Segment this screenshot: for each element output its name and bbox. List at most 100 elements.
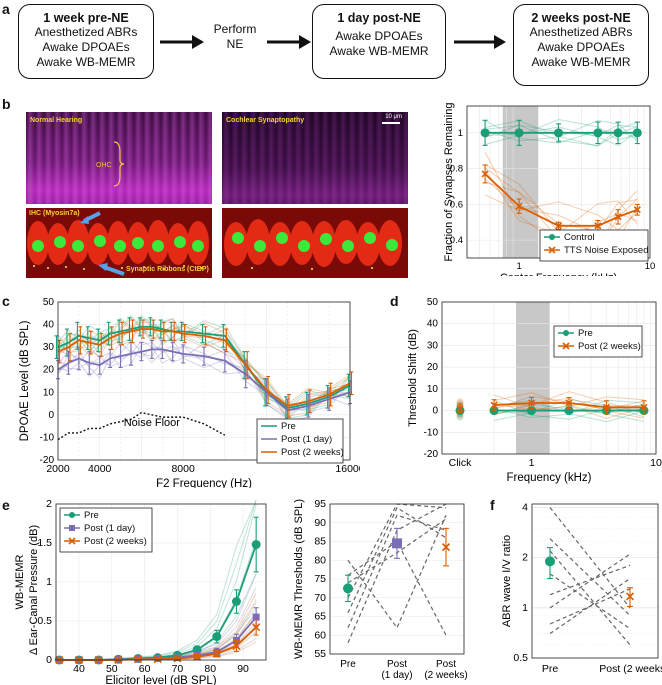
panel-a-label: a [2, 1, 10, 17]
legend-b-marker [549, 234, 555, 240]
legend-d-label: Pre [578, 328, 593, 339]
arrow-1-icon [160, 35, 204, 49]
y-tick-label: 40 [427, 319, 439, 330]
x-axis-label: Center Frequency (kHz) [500, 272, 617, 276]
subject-line [347, 514, 447, 628]
post1-ne-box: 1 day post-NE Awake DPOAEs Awake WB-MEMR [312, 4, 446, 79]
y-tick-label: -20 [424, 449, 439, 460]
legend-b-label: TTS Noise Exposed [564, 245, 648, 256]
data-point [515, 202, 523, 210]
y-tick-label: 55 [314, 648, 326, 660]
x-tick-label: 10 [645, 261, 656, 272]
data-point [252, 613, 260, 621]
panel-b-chart: 0.4 0.6 0.8 1 1 10 Control TTS Noise Exposed Cen… [443, 103, 656, 276]
category-label: Post (2 weeks) [599, 663, 662, 675]
data-point [193, 652, 202, 661]
post2-ne-line: Awake WB-MEMR [531, 55, 631, 69]
mean-point [545, 556, 555, 567]
x-tick-label: 90 [237, 663, 249, 675]
scale-bar [382, 122, 400, 124]
y-tick-label: -10 [40, 432, 55, 443]
normal-hearing-ihc-image: IHC (Myosin7a) Synaptic Ribbons (CtBP) [26, 208, 212, 278]
legend-e-label: Post (1 day) [84, 523, 135, 534]
y-tick-label: 65 [314, 611, 326, 623]
y-tick-label: 75 [314, 573, 326, 585]
data-point [252, 623, 261, 632]
data-point [251, 540, 261, 550]
legend-c-label: Pre [281, 421, 296, 432]
synaptopathy-ihc-image [222, 208, 408, 278]
y-axis-label-top: WB-MEMR [14, 554, 26, 609]
x-tick-label: 4000 [88, 463, 112, 475]
legend-d-label: Post (2 weeks) [578, 341, 641, 352]
y-tick-label: 0.8 [450, 164, 463, 175]
x-tick-label: 8000 [171, 463, 195, 475]
x-axis-label: F2 Frequency (Hz) [156, 478, 252, 488]
panel-c-chart: -20 -10 0 10 20 30 40 50 2000 4000 8000 16000 Noise … [19, 297, 360, 488]
x-tick-label: 50 [106, 663, 118, 675]
category-label: (2 weeks) [424, 670, 467, 681]
legend-b-marker [548, 246, 556, 254]
y-tick-label: -20 [40, 455, 55, 466]
x-tick-label: 16000 [335, 463, 360, 475]
data-point [554, 128, 563, 138]
synaptopathy-ohc-image: Cochlear Synaptopathy 10 μm [222, 112, 408, 204]
data-point [232, 641, 241, 651]
panel-f-chart: 0.5 1 2 4 Pre Post (2 weeks) ABR wave I/V rati… [501, 502, 662, 675]
subject-line [484, 194, 638, 231]
data-point [231, 597, 241, 606]
data-point [514, 128, 524, 138]
legend-e-marker [69, 525, 75, 531]
y-tick-label: 40 [43, 320, 55, 331]
normal-hearing-title: Normal Hearing [30, 117, 83, 124]
category-label: (1 day) [381, 670, 412, 681]
category-label: Pre [542, 663, 559, 675]
legend-d-box [553, 325, 643, 358]
y-tick-label: 2 [522, 552, 528, 564]
y-tick-label: 30 [427, 340, 439, 351]
y-axis-label: Fraction of Synapses Remaining [443, 103, 455, 262]
legend-b-box [539, 229, 649, 262]
y-tick-label: 50 [43, 297, 55, 308]
legend-c-label: Post (1 day) [281, 434, 332, 445]
arrow-2-icon [267, 35, 311, 49]
y-tick-label: 30 [43, 342, 55, 353]
subject-line [549, 550, 631, 646]
pre-ne-line: Anesthetized ABRs [34, 25, 138, 39]
subject-line [59, 607, 257, 661]
ribbons-label: Synaptic Ribbons (CtBP) [126, 266, 209, 273]
ihc-label: IHC (Myosin7a) [29, 210, 80, 217]
subject-line [549, 564, 631, 596]
data-point [481, 170, 489, 178]
data-point [212, 649, 221, 658]
panel-d-label: d [390, 293, 399, 309]
arrow-3-icon [454, 35, 506, 49]
x-tick-label: 60 [139, 663, 151, 675]
y-tick-label: 0.5 [37, 615, 52, 627]
mean-point [343, 583, 353, 594]
panel-e-label: e [2, 497, 10, 513]
y-tick-label: 0 [46, 654, 52, 666]
subject-line [493, 391, 645, 416]
y-tick-label: 20 [43, 365, 55, 376]
panel-f-label: f [490, 497, 495, 513]
plot-frame [329, 503, 465, 655]
x-axis-label: Elicitor level (dB SPL) [105, 675, 216, 685]
x-tick-label: 80 [204, 663, 216, 675]
data-point [133, 655, 143, 664]
ohc-label: OHC [96, 162, 112, 169]
subject-line [347, 506, 447, 614]
y-tick-label: 85 [314, 536, 326, 548]
plot-frame [441, 301, 657, 455]
panel-b-label: b [2, 96, 11, 112]
mean-point [625, 592, 635, 601]
subject-line [549, 573, 631, 630]
post1-ne-title: 1 day post-NE [337, 11, 421, 25]
plot-frame [55, 503, 267, 661]
data-point [614, 213, 622, 221]
pre-ne-title: 1 week pre-NE [43, 11, 129, 25]
x-tick-label: 1 [516, 261, 521, 272]
data-point [480, 128, 490, 138]
data-point [594, 222, 602, 230]
data-point [456, 404, 464, 412]
